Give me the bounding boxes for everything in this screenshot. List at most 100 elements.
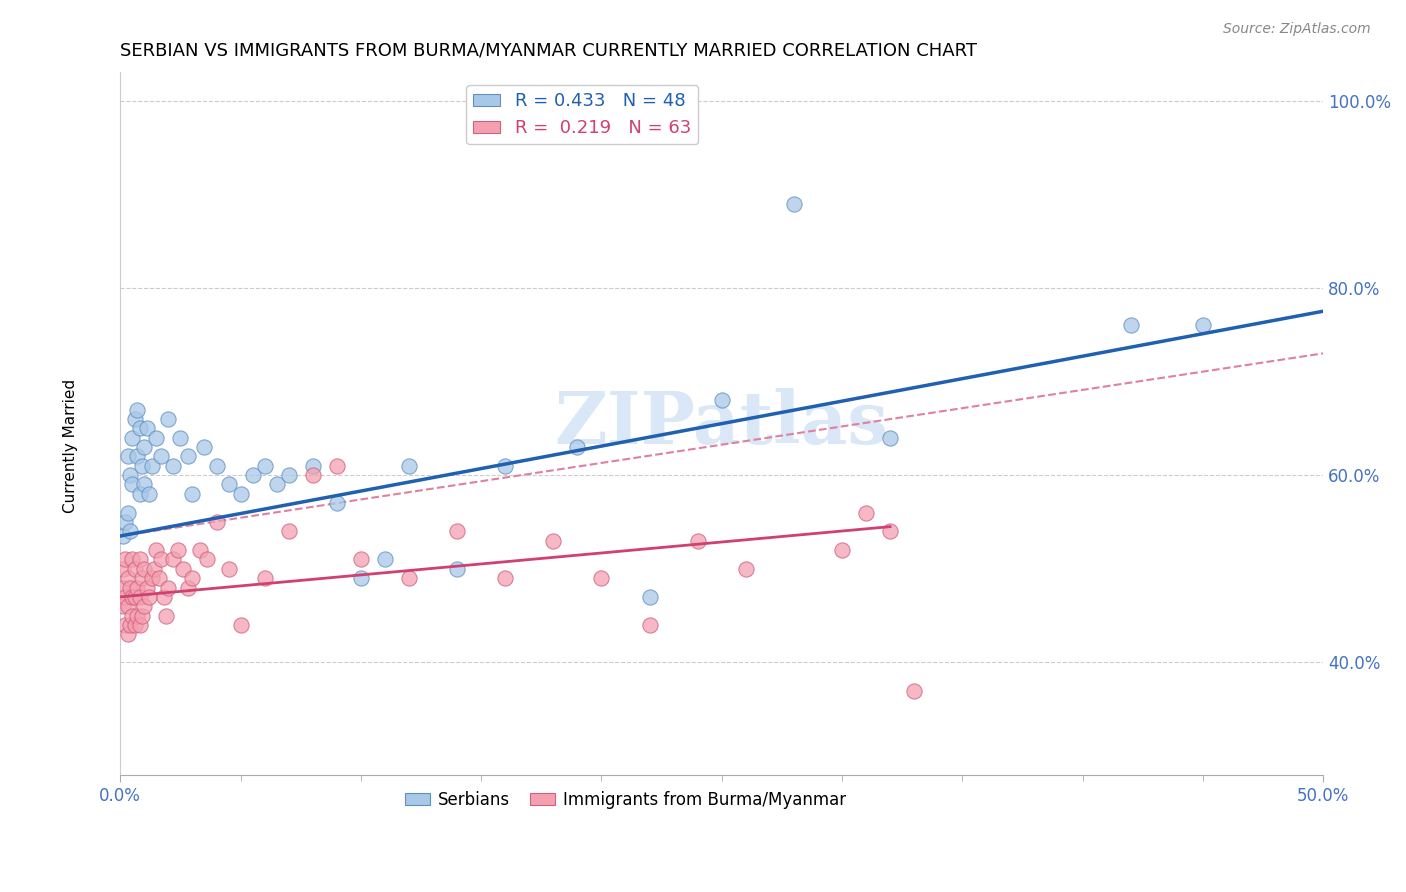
Point <box>121 431 143 445</box>
Point <box>326 458 349 473</box>
Point <box>398 458 420 473</box>
Point <box>266 477 288 491</box>
Point <box>543 533 565 548</box>
Point <box>131 608 153 623</box>
Point <box>127 450 149 464</box>
Point <box>374 552 396 566</box>
Point <box>167 543 190 558</box>
Point <box>114 552 136 566</box>
Point <box>128 618 150 632</box>
Point <box>128 590 150 604</box>
Point <box>162 552 184 566</box>
Text: Currently Married: Currently Married <box>63 379 79 513</box>
Point <box>111 581 134 595</box>
Point <box>117 599 139 614</box>
Point <box>734 562 756 576</box>
Point <box>277 524 299 539</box>
Point <box>229 487 252 501</box>
Point <box>141 571 163 585</box>
Point <box>114 618 136 632</box>
Point <box>138 487 160 501</box>
Point <box>903 683 925 698</box>
Point <box>326 496 349 510</box>
Point <box>135 581 157 595</box>
Point <box>127 581 149 595</box>
Point <box>446 524 468 539</box>
Point <box>567 440 589 454</box>
Point <box>135 421 157 435</box>
Point <box>118 581 141 595</box>
Point <box>638 618 661 632</box>
Point <box>148 571 170 585</box>
Point <box>1119 318 1142 333</box>
Point <box>176 581 198 595</box>
Point <box>141 458 163 473</box>
Point <box>162 458 184 473</box>
Point <box>229 618 252 632</box>
Point <box>181 571 204 585</box>
Point <box>117 450 139 464</box>
Point <box>134 599 156 614</box>
Point <box>218 477 240 491</box>
Point <box>176 450 198 464</box>
Point <box>195 552 218 566</box>
Point <box>128 487 150 501</box>
Point <box>111 562 134 576</box>
Point <box>111 599 134 614</box>
Point <box>121 608 143 623</box>
Point <box>446 562 468 576</box>
Point <box>118 618 141 632</box>
Point <box>350 571 373 585</box>
Point <box>114 515 136 529</box>
Legend: Serbians, Immigrants from Burma/Myanmar: Serbians, Immigrants from Burma/Myanmar <box>398 784 853 815</box>
Point <box>145 431 167 445</box>
Text: ZIPatlas: ZIPatlas <box>554 388 889 459</box>
Point <box>127 608 149 623</box>
Point <box>301 468 323 483</box>
Point <box>710 393 733 408</box>
Point <box>350 552 373 566</box>
Point <box>188 543 211 558</box>
Point <box>253 571 276 585</box>
Point <box>152 590 174 604</box>
Point <box>157 412 180 426</box>
Point <box>143 562 166 576</box>
Point <box>117 627 139 641</box>
Point <box>398 571 420 585</box>
Point <box>172 562 194 576</box>
Point <box>783 196 806 211</box>
Point <box>205 515 228 529</box>
Point <box>134 562 156 576</box>
Point <box>150 552 173 566</box>
Point <box>494 571 516 585</box>
Point <box>117 571 139 585</box>
Point <box>157 581 180 595</box>
Point <box>124 590 146 604</box>
Point <box>155 608 177 623</box>
Point <box>138 590 160 604</box>
Point <box>124 412 146 426</box>
Text: Source: ZipAtlas.com: Source: ZipAtlas.com <box>1223 22 1371 37</box>
Point <box>879 524 901 539</box>
Point <box>686 533 709 548</box>
Point <box>193 440 215 454</box>
Point <box>124 562 146 576</box>
Point <box>1192 318 1215 333</box>
Point <box>150 450 173 464</box>
Point <box>128 552 150 566</box>
Point <box>253 458 276 473</box>
Point <box>128 421 150 435</box>
Point <box>855 506 877 520</box>
Point <box>831 543 853 558</box>
Point <box>879 431 901 445</box>
Point <box>218 562 240 576</box>
Point <box>121 477 143 491</box>
Point <box>121 590 143 604</box>
Point <box>131 571 153 585</box>
Point <box>145 543 167 558</box>
Point <box>134 440 156 454</box>
Point <box>127 402 149 417</box>
Point <box>205 458 228 473</box>
Point <box>114 590 136 604</box>
Point <box>494 458 516 473</box>
